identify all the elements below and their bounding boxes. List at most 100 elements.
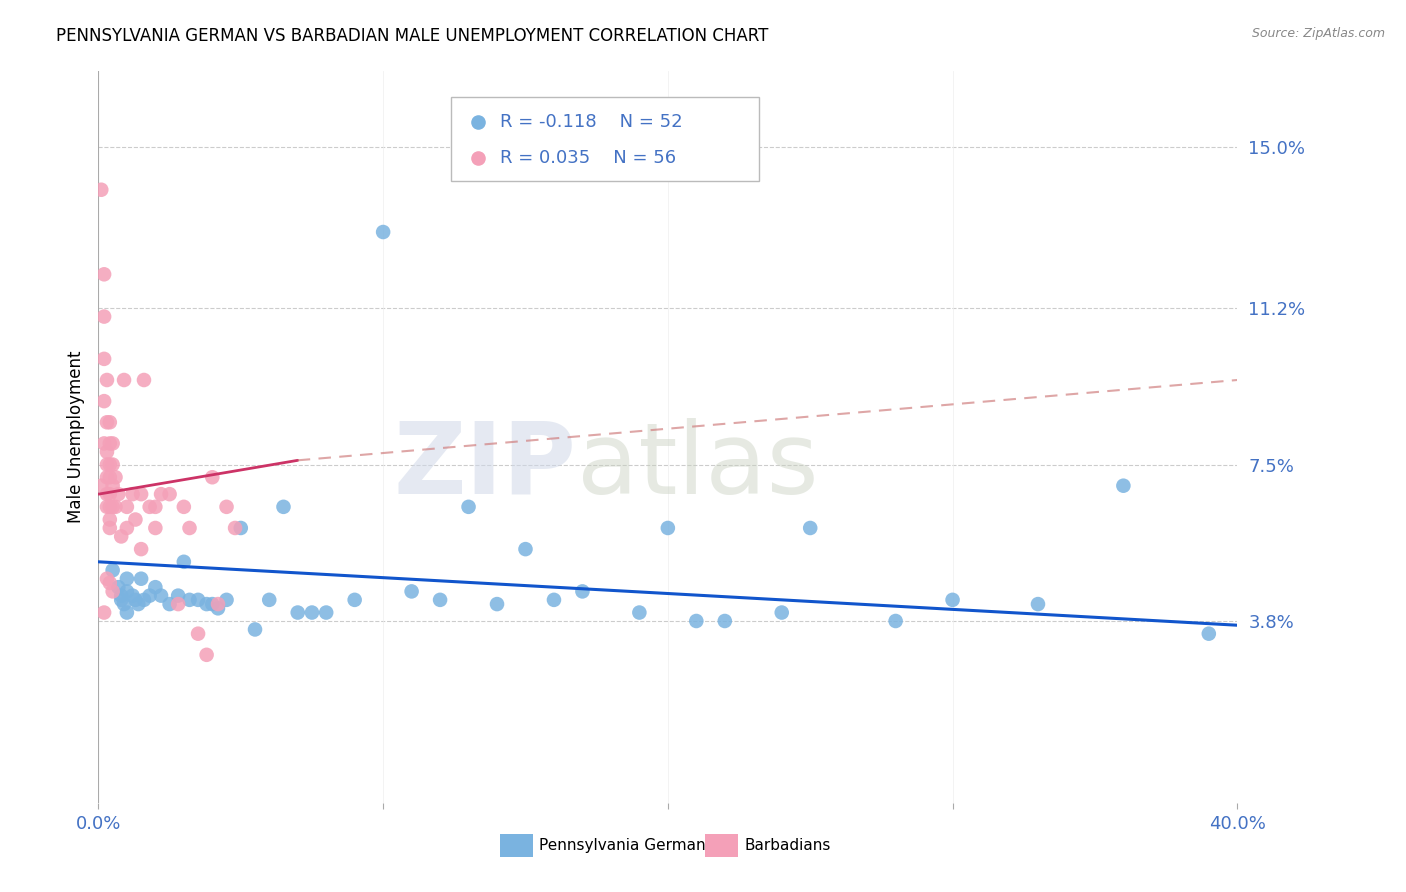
Point [207, 601, 229, 615]
Point [98, 512, 121, 526]
Point [159, 487, 181, 501]
Point [201, 597, 224, 611]
Point [115, 521, 138, 535]
Point [486, 597, 509, 611]
Point [173, 555, 195, 569]
Point [138, 500, 160, 514]
Point [110, 529, 132, 543]
Point [98, 458, 121, 472]
Point [132, 592, 155, 607]
Point [685, 614, 707, 628]
Point [770, 606, 793, 620]
Point [628, 606, 651, 620]
Point [115, 500, 138, 514]
Point [96, 500, 118, 514]
Point [124, 512, 146, 526]
Point [229, 521, 252, 535]
Point [150, 589, 173, 603]
Point [167, 589, 190, 603]
Point [138, 589, 160, 603]
Point [179, 592, 201, 607]
Text: ZIP: ZIP [394, 417, 576, 515]
Point [187, 626, 209, 640]
Point [1026, 597, 1049, 611]
Point [167, 597, 190, 611]
Point [373, 225, 395, 239]
Point [315, 606, 337, 620]
Point [159, 597, 181, 611]
Point [96, 373, 118, 387]
Point [129, 487, 152, 501]
Point [96, 445, 118, 459]
Point [110, 589, 132, 603]
Point [101, 479, 124, 493]
Point [132, 373, 155, 387]
Point [129, 542, 152, 557]
Point [115, 584, 138, 599]
Point [215, 500, 238, 514]
Point [107, 580, 129, 594]
Point [215, 592, 238, 607]
Point [201, 470, 224, 484]
Point [93, 268, 115, 282]
Point [98, 470, 121, 484]
Text: Barbadians: Barbadians [744, 838, 831, 853]
Point [107, 487, 129, 501]
Point [101, 500, 124, 514]
Point [259, 592, 281, 607]
Point [195, 597, 218, 611]
Point [115, 572, 138, 586]
Text: PENNSYLVANIA GERMAN VS BARBADIAN MALE UNEMPLOYMENT CORRELATION CHART: PENNSYLVANIA GERMAN VS BARBADIAN MALE UN… [56, 27, 769, 45]
Y-axis label: Male Unemployment: Male Unemployment [66, 351, 84, 524]
Point [273, 500, 295, 514]
Point [101, 458, 124, 472]
Point [243, 623, 266, 637]
FancyBboxPatch shape [451, 97, 759, 181]
Point [207, 597, 229, 611]
Point [942, 592, 965, 607]
FancyBboxPatch shape [501, 833, 533, 857]
Point [98, 487, 121, 501]
Point [104, 470, 127, 484]
Point [96, 487, 118, 501]
Point [104, 500, 127, 514]
Point [112, 373, 135, 387]
Point [90, 183, 112, 197]
Point [343, 592, 366, 607]
Point [129, 572, 152, 586]
Point [96, 415, 118, 429]
Text: Pennsylvania Germans: Pennsylvania Germans [538, 838, 714, 853]
Point [543, 592, 565, 607]
Point [96, 470, 118, 484]
Point [124, 592, 146, 607]
Point [98, 576, 121, 591]
Point [173, 500, 195, 514]
Point [145, 521, 167, 535]
Text: Source: ZipAtlas.com: Source: ZipAtlas.com [1251, 27, 1385, 40]
Text: R = -0.118    N = 52: R = -0.118 N = 52 [501, 113, 683, 131]
Point [179, 521, 201, 535]
Point [224, 521, 246, 535]
Point [884, 614, 907, 628]
Point [93, 394, 115, 409]
Point [799, 521, 821, 535]
Text: R = 0.035    N = 56: R = 0.035 N = 56 [501, 149, 676, 167]
Point [93, 310, 115, 324]
Point [112, 597, 135, 611]
Point [657, 521, 679, 535]
Point [1112, 479, 1135, 493]
Point [515, 542, 537, 557]
Point [287, 606, 309, 620]
Point [145, 500, 167, 514]
Point [115, 606, 138, 620]
Point [96, 572, 118, 586]
Point [150, 487, 173, 501]
Point [195, 648, 218, 662]
Point [98, 436, 121, 450]
Point [127, 597, 149, 611]
Point [101, 436, 124, 450]
Point [121, 589, 143, 603]
Point [714, 614, 737, 628]
Point [101, 584, 124, 599]
Point [98, 415, 121, 429]
